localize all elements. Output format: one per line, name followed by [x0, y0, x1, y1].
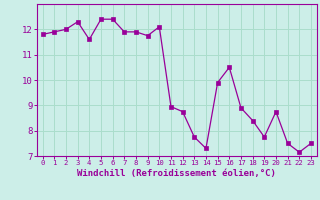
X-axis label: Windchill (Refroidissement éolien,°C): Windchill (Refroidissement éolien,°C): [77, 169, 276, 178]
